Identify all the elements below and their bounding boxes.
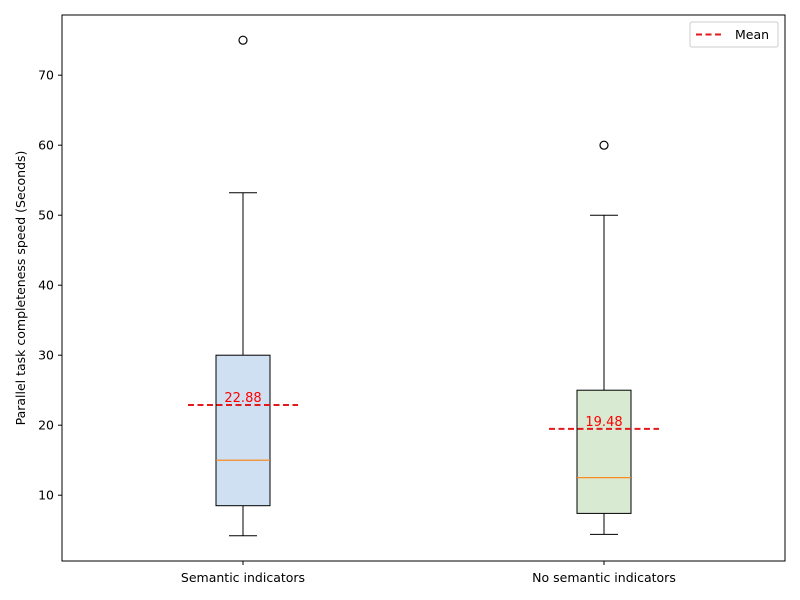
x-tick-label-0: Semantic indicators <box>181 570 305 585</box>
legend-frame <box>689 21 779 48</box>
legend: Mean <box>689 21 779 48</box>
mean-value-label: 22.88 <box>224 391 261 406</box>
legend-mean-label: Mean <box>735 27 769 42</box>
outlier-point <box>599 140 609 150</box>
outlier-point <box>238 35 248 45</box>
mean-value-label: 19.48 <box>585 415 622 430</box>
y-tick-label-30: 30 <box>38 348 54 363</box>
box-group-0: 22.88 <box>188 35 298 537</box>
y-tick-label-70: 70 <box>38 68 54 83</box>
y-tick-label-20: 20 <box>38 418 54 433</box>
y-tick-label-40: 40 <box>38 278 54 293</box>
box-group-1: 19.48 <box>549 140 659 535</box>
y-tick-label-50: 50 <box>38 208 54 223</box>
iqr-box <box>215 354 271 507</box>
plot-frame <box>61 14 786 562</box>
y-axis-label: Parallel task completeness speed (Second… <box>13 151 28 426</box>
iqr-box <box>576 389 632 514</box>
x-tick-label-1: No semantic indicators <box>532 570 676 585</box>
y-tick-label-10: 10 <box>38 488 54 503</box>
y-tick-label-60: 60 <box>38 138 54 153</box>
